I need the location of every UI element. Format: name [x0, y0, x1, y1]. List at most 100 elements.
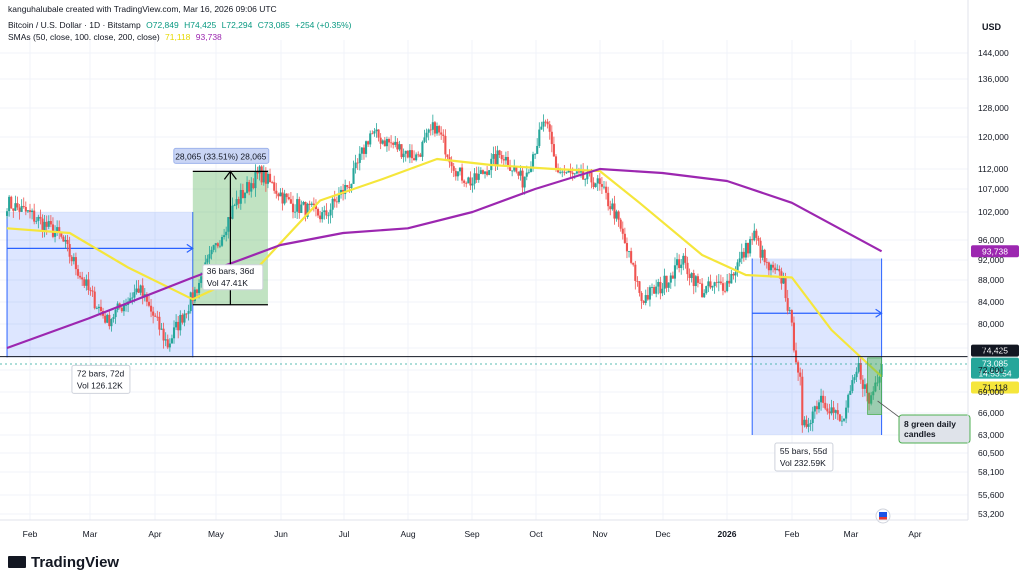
candle-body — [746, 242, 750, 254]
candle-body — [252, 183, 255, 189]
tradingview-logo[interactable]: TradingView — [8, 554, 119, 571]
candle-body — [559, 172, 562, 174]
candle-body — [35, 220, 38, 222]
candle-body — [611, 203, 614, 210]
candle-body — [427, 129, 430, 133]
y-tick-label: 120,000 — [978, 132, 1009, 142]
candle-body — [360, 147, 363, 154]
candle-body — [450, 162, 453, 167]
candle-body — [542, 121, 545, 127]
candle-body — [243, 192, 247, 199]
ohlc-high: H74,425 — [184, 20, 217, 30]
x-tick-label: May — [208, 529, 225, 539]
candle-body — [830, 407, 833, 414]
sma-line[interactable]: SMAs (50, close, 100, close, 200, close)… — [8, 32, 225, 42]
candle-body — [805, 419, 808, 427]
candle-body — [540, 126, 543, 130]
candle-body — [396, 141, 399, 150]
y-tick-label: 96,000 — [978, 235, 1004, 245]
x-tick-label: Mar — [83, 529, 98, 539]
candle-body — [701, 283, 704, 298]
candle-body — [233, 205, 236, 207]
candle-body — [325, 210, 328, 216]
candle-body — [248, 182, 251, 192]
candle-body — [49, 221, 52, 225]
sma50-line — [6, 157, 883, 378]
candle-body — [682, 255, 685, 265]
candle-body — [807, 424, 810, 427]
candle-body — [648, 287, 651, 300]
candle-body — [619, 219, 622, 229]
candle-body — [187, 311, 190, 314]
candle-body — [231, 205, 234, 219]
candle-body — [857, 363, 860, 372]
sma200-price-label-box — [971, 245, 1019, 258]
candle-body — [227, 217, 230, 232]
candle-body — [413, 158, 416, 161]
currency-label: USD — [982, 22, 1002, 32]
candle-body — [623, 233, 626, 244]
candle-body — [732, 273, 735, 276]
candle-body — [220, 237, 224, 246]
y-tick-label: 53,200 — [978, 509, 1004, 519]
candle-body — [425, 132, 428, 138]
candle-body — [367, 141, 370, 145]
candle-body — [874, 382, 877, 392]
logo-text: TradingView — [31, 554, 120, 571]
candle-body — [590, 172, 593, 183]
candle-body — [172, 327, 176, 339]
candle-body — [684, 255, 687, 263]
candle-body — [208, 254, 211, 259]
candle-body — [744, 242, 747, 258]
y-tick-label: 84,000 — [978, 297, 1004, 307]
x-tick-label: Sep — [464, 529, 479, 539]
candle-body — [377, 129, 380, 138]
candle-body — [847, 394, 850, 408]
candle-body — [120, 307, 123, 312]
candle-body — [160, 328, 163, 330]
candle-body — [85, 279, 88, 286]
candle-body — [166, 339, 169, 348]
candle-body — [346, 185, 349, 188]
sma200-line — [6, 167, 883, 350]
candle-body — [223, 235, 226, 238]
candle-body — [327, 215, 330, 217]
ohlc-close: C73,085 — [257, 20, 290, 30]
candle-body — [323, 210, 326, 213]
candle-body — [828, 411, 831, 414]
candle-body — [538, 129, 541, 146]
candle-body — [406, 150, 409, 158]
candle-body — [260, 166, 263, 183]
candle-body — [788, 310, 791, 311]
candle-body — [671, 275, 674, 279]
candle-body — [661, 288, 664, 294]
price-chart[interactable]: 28,065 (33.51%) 28,065 36 bars, 36d Vol 47… — [0, 0, 1024, 544]
sma50-value: 71,118 — [165, 32, 191, 42]
y-tick-label: 107,000 — [978, 184, 1009, 194]
candle-body — [842, 418, 846, 421]
high-price-label-box — [971, 344, 1019, 357]
candle-body — [10, 196, 13, 209]
candle-body — [719, 281, 722, 284]
candle-body — [438, 126, 441, 133]
footer: TradingView — [0, 544, 1024, 580]
candle-body — [385, 139, 388, 147]
candle-body — [728, 280, 731, 284]
candle-body — [544, 121, 547, 123]
candle-body — [481, 170, 484, 174]
candle-body — [87, 279, 90, 291]
annotation-shapes — [6, 171, 883, 435]
candle-body — [594, 183, 597, 188]
range-volume-label: Vol 126.12K — [77, 380, 123, 390]
candle-body — [390, 142, 393, 144]
candle-body — [694, 276, 697, 287]
candle-body — [371, 133, 374, 135]
green-candles-highlight — [867, 357, 883, 415]
candle-body — [193, 289, 196, 302]
candle-body — [392, 142, 395, 145]
candle-body — [669, 275, 672, 283]
range-stats-box — [774, 442, 834, 472]
candle-body — [375, 129, 378, 132]
candle-body — [210, 249, 213, 255]
candle-body — [644, 295, 647, 303]
